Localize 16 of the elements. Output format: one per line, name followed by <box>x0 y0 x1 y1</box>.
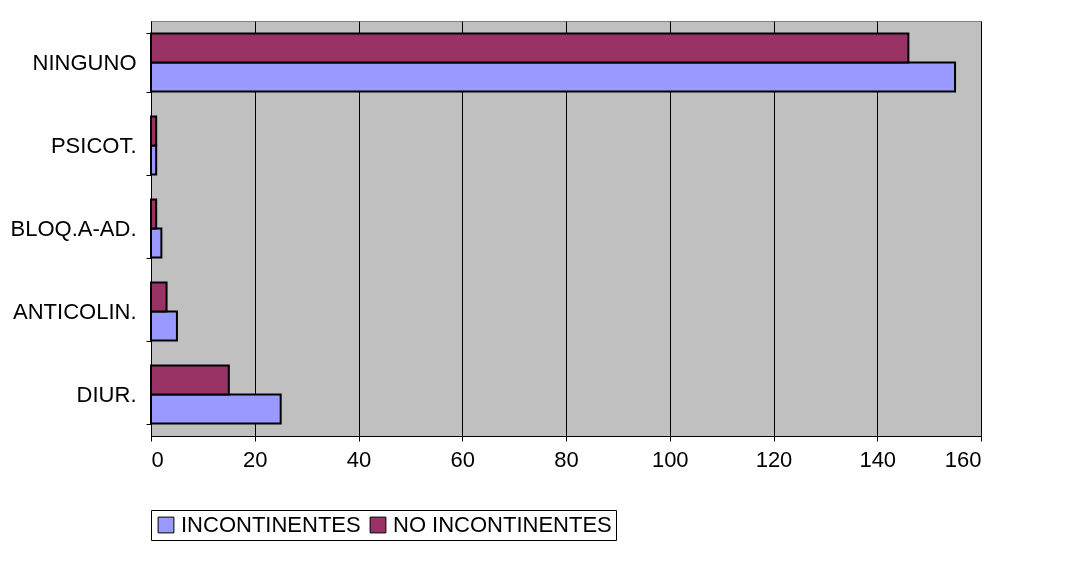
x-tick-label: 40 <box>346 446 372 472</box>
y-tick-label: DIUR. <box>76 382 137 407</box>
x-tick-label: 0 <box>151 446 164 472</box>
legend-label: NO INCONTINENTES <box>393 512 612 537</box>
x-tick-label: 60 <box>450 446 475 472</box>
y-tick-label: PSICOT. <box>50 133 137 158</box>
x-tick-label: 120 <box>755 446 793 472</box>
legend-label: INCONTINENTES <box>181 512 361 537</box>
y-tick-label: ANTICOLIN. <box>13 299 137 324</box>
x-tick-label: 140 <box>859 446 897 472</box>
x-tick-label: 100 <box>651 446 689 472</box>
y-tick-label: NINGUNO <box>32 50 137 75</box>
x-tick-label: 80 <box>554 446 579 472</box>
x-tick-label: 160 <box>944 446 982 472</box>
x-tick-label: 20 <box>243 446 268 472</box>
y-tick-label: BLOQ.A-AD. <box>10 216 137 241</box>
